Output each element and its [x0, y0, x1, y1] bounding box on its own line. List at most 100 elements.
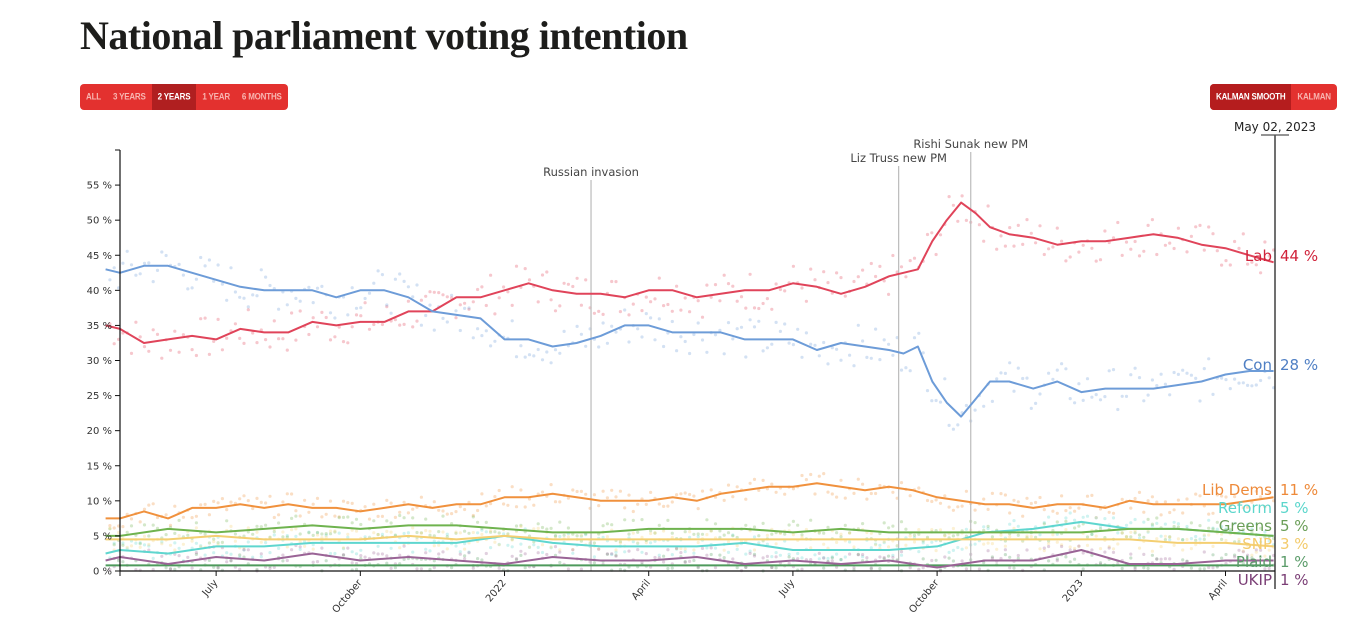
poll-dot — [618, 541, 623, 545]
poll-dot — [324, 512, 328, 516]
poll-dot — [1237, 540, 1241, 544]
poll-dot — [1181, 548, 1185, 552]
poll-dot — [489, 344, 493, 348]
poll-dot — [497, 531, 501, 535]
series-line-con — [105, 264, 1274, 418]
poll-dot — [1246, 262, 1250, 266]
poll-dot — [484, 329, 488, 333]
poll-dot — [899, 481, 904, 485]
poll-dot — [731, 557, 735, 561]
poll-dot — [376, 514, 380, 519]
poll-dot — [212, 537, 216, 541]
poll-dot — [1142, 249, 1146, 253]
poll-dot — [238, 497, 242, 501]
poll-dot — [597, 547, 601, 551]
range-1-year-button[interactable]: 1 YEAR — [202, 91, 230, 102]
poll-dot — [242, 548, 246, 552]
y-tick-label: 30 % — [87, 356, 112, 367]
poll-dot — [1073, 401, 1077, 405]
x-tick-label: October — [330, 577, 365, 615]
poll-dot — [1259, 548, 1263, 552]
poll-dot — [908, 566, 912, 570]
poll-dot — [510, 545, 514, 549]
series-lines — [105, 201, 1274, 569]
poll-dot — [1137, 546, 1142, 550]
poll-dot — [752, 306, 757, 310]
range-all-button[interactable]: ALL — [86, 91, 101, 102]
poll-dot — [1146, 566, 1150, 571]
poll-dot — [618, 540, 623, 544]
poll-dot — [1042, 549, 1046, 553]
poll-dot — [951, 203, 956, 207]
poll-dot — [735, 327, 739, 331]
poll-dot — [1064, 259, 1068, 263]
poll-dot — [441, 514, 445, 518]
poll-dot — [432, 500, 436, 504]
poll-dot — [173, 329, 177, 333]
poll-dot — [393, 566, 397, 570]
kalman-smooth-button[interactable]: KALMAN SMOOTH — [1210, 84, 1292, 110]
poll-dot — [917, 567, 921, 572]
poll-dot — [558, 520, 562, 524]
poll-dot — [731, 495, 735, 499]
poll-dot — [770, 342, 774, 346]
poll-dot — [1120, 253, 1124, 257]
poll-dot — [458, 550, 462, 554]
poll-dot — [618, 567, 623, 572]
poll-dot — [458, 552, 462, 556]
poll-dot — [1241, 550, 1245, 554]
poll-dot — [964, 489, 969, 493]
poll-dot — [990, 491, 995, 495]
poll-dot — [160, 356, 164, 360]
poll-dot — [770, 565, 774, 570]
poll-dot — [1159, 545, 1163, 549]
poll-dot — [895, 270, 899, 274]
poll-dot — [389, 530, 393, 534]
poll-dot — [298, 540, 302, 544]
poll-dot — [830, 346, 834, 350]
poll-dot — [1047, 515, 1051, 519]
y-tick-label: 40 % — [87, 286, 112, 297]
poll-dot — [852, 491, 856, 495]
poll-dot — [320, 546, 324, 550]
range-2-years-button[interactable]: 2 YEARS — [151, 84, 197, 110]
poll-dot — [346, 546, 350, 550]
poll-dot — [376, 532, 380, 537]
poll-dot — [822, 531, 826, 535]
poll-dot — [419, 323, 423, 327]
poll-dot — [194, 526, 198, 530]
poll-dot — [212, 339, 216, 343]
poll-dot — [1077, 506, 1081, 510]
poll-dot — [411, 550, 415, 554]
poll-dot — [385, 519, 389, 523]
poll-dot — [640, 335, 644, 339]
poll-dot — [887, 545, 891, 549]
poll-dot — [311, 316, 315, 320]
poll-dot — [675, 349, 679, 353]
range-3-years-button[interactable]: 3 YEARS — [112, 91, 146, 102]
poll-dot — [852, 566, 856, 570]
poll-dot — [938, 501, 943, 505]
kalman-button[interactable]: KALMAN — [1297, 91, 1331, 102]
poll-dot — [956, 545, 960, 550]
event-label: Russian invasion — [543, 165, 639, 179]
poll-dot — [1250, 556, 1254, 560]
poll-dot — [125, 545, 129, 550]
poll-dot — [705, 350, 709, 354]
poll-dot — [489, 273, 493, 277]
poll-dot — [1263, 554, 1267, 558]
poll-dot — [662, 504, 666, 508]
poll-dot — [874, 274, 878, 279]
poll-dot — [1181, 368, 1185, 372]
poll-dot — [1172, 508, 1176, 512]
poll-dot — [294, 534, 298, 539]
poll-dot — [1003, 493, 1008, 497]
poll-dot — [142, 534, 147, 539]
poll-dot — [497, 543, 501, 547]
poll-dot — [129, 544, 134, 548]
range-6-months-button[interactable]: 6 MONTHS — [241, 91, 282, 102]
poll-dot — [999, 234, 1003, 238]
poll-dot — [774, 555, 778, 559]
poll-dot — [1211, 392, 1215, 396]
poll-dot — [878, 555, 882, 559]
